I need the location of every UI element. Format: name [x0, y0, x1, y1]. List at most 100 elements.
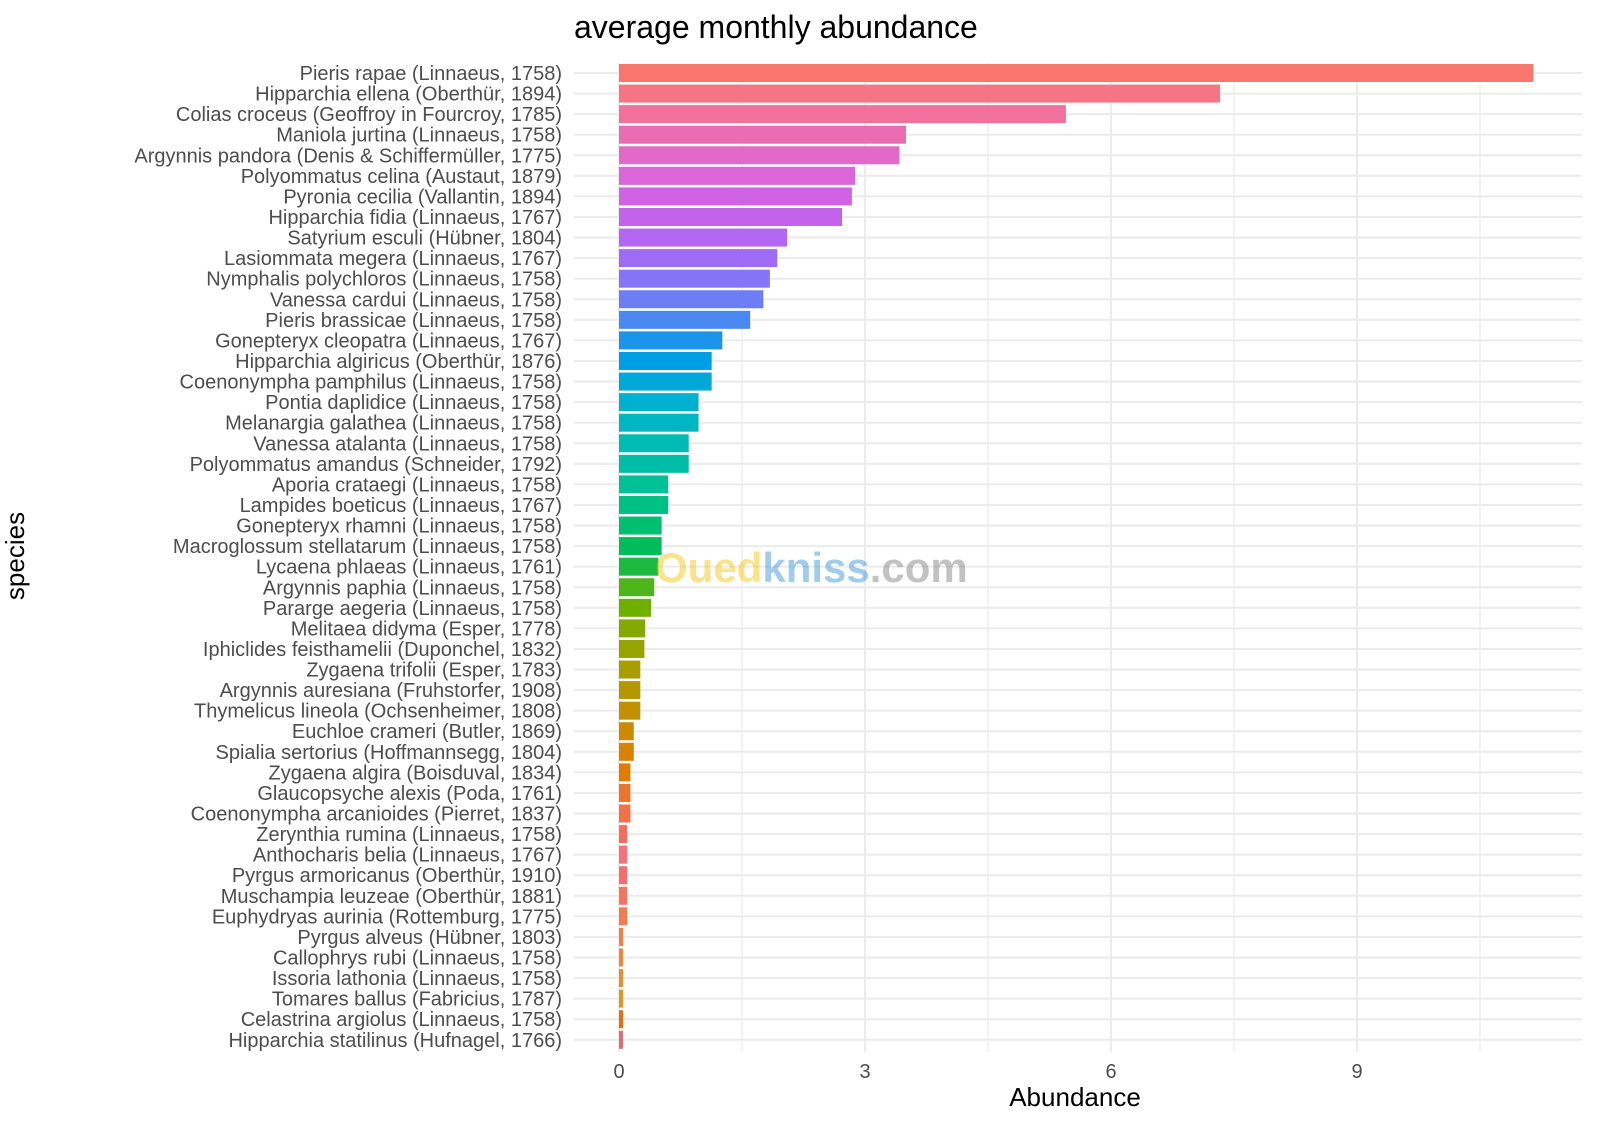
bar [619, 1010, 624, 1029]
x-tick-label: 9 [1351, 1061, 1362, 1083]
category-label: Celastrina argiolus (Linnaeus, 1758) [241, 1009, 562, 1031]
category-label: Coenonympha arcanioides (Pierret, 1837) [191, 804, 562, 826]
bar [619, 125, 906, 144]
category-label: Euphydryas aurinia (Rottemburg, 1775) [212, 906, 562, 928]
bar [619, 619, 646, 638]
category-label: Lycaena phlaeas (Linnaeus, 1761) [256, 557, 562, 579]
category-label: Hipparchia ellena (Oberthür, 1894) [255, 84, 562, 106]
category-label: Macroglossum stellatarum (Linnaeus, 1758… [173, 536, 562, 558]
bar [619, 886, 628, 905]
bar [619, 146, 900, 165]
bar [619, 578, 655, 597]
category-label: Zerynthia rumina (Linnaeus, 1758) [256, 824, 562, 846]
bar [619, 372, 712, 391]
category-label: Zygaena algira (Boisduval, 1834) [268, 762, 562, 784]
category-label: Pontia daplidice (Linnaeus, 1758) [265, 392, 562, 414]
watermark-part-3: .com [870, 544, 968, 591]
bar [619, 516, 662, 535]
category-label: Melanargia galathea (Linnaeus, 1758) [225, 413, 562, 435]
x-tick-label: 0 [613, 1061, 624, 1083]
bar [619, 681, 641, 700]
category-label: Satyrium esculi (Hübner, 1804) [287, 228, 562, 250]
bar [619, 969, 624, 988]
bar [619, 1030, 624, 1049]
category-label: Glaucopsyche alexis (Poda, 1761) [257, 783, 562, 805]
bar [619, 310, 751, 329]
bar [619, 537, 662, 556]
category-label: Melitaea didyma (Esper, 1778) [291, 618, 562, 640]
bar [619, 948, 624, 967]
watermark-part-2: kniss [762, 544, 869, 591]
bar [619, 495, 669, 514]
bar [619, 187, 852, 206]
category-label: Pieris brassicae (Linnaeus, 1758) [265, 310, 562, 332]
watermark: Ouedkniss.com [655, 544, 968, 591]
bar [619, 722, 634, 741]
chart-title: average monthly abundance [574, 9, 978, 45]
category-label: Vanessa cardui (Linnaeus, 1758) [270, 289, 562, 311]
category-label: Pyrgus alveus (Hübner, 1803) [297, 927, 562, 949]
bar [619, 207, 843, 226]
bar [619, 413, 699, 432]
category-label: Zygaena trifolii (Esper, 1783) [306, 660, 562, 682]
category-label: Euchloe crameri (Butler, 1869) [292, 721, 562, 743]
category-label: Gonepteryx rhamni (Linnaeus, 1758) [236, 516, 562, 538]
category-label: Pieris rapae (Linnaeus, 1758) [300, 63, 562, 85]
bar [619, 701, 641, 720]
bar [619, 783, 631, 802]
bar [619, 393, 699, 412]
bar [619, 228, 788, 247]
category-label: Coenonympha pamphilus (Linnaeus, 1758) [180, 372, 562, 394]
bar [619, 989, 624, 1008]
bar [619, 907, 628, 926]
bar [619, 351, 712, 370]
category-label: Lampides boeticus (Linnaeus, 1767) [240, 495, 562, 517]
watermark-part-1: Oued [655, 544, 762, 591]
category-label: Spialia sertorius (Hoffmannsegg, 1804) [216, 742, 562, 764]
bar [619, 804, 631, 823]
bar [619, 475, 669, 494]
category-label: Hipparchia algiricus (Oberthür, 1876) [235, 351, 562, 373]
bar [619, 64, 1534, 82]
category-label: Colias croceus (Geoffroy in Fourcroy, 17… [176, 104, 562, 126]
category-label: Pararge aegeria (Linnaeus, 1758) [263, 598, 562, 620]
category-label: Anthocharis belia (Linnaeus, 1767) [253, 845, 562, 867]
y-axis-title: species [0, 512, 30, 600]
bar [619, 166, 856, 185]
category-label: Argynnis paphia (Linnaeus, 1758) [263, 577, 562, 599]
bar [619, 105, 1066, 124]
bar [619, 742, 634, 761]
category-label: Vanessa atalanta (Linnaeus, 1758) [253, 433, 562, 455]
category-label: Hipparchia fidia (Linnaeus, 1767) [268, 207, 562, 229]
category-label: Thymelicus lineola (Ochsenheimer, 1808) [194, 701, 562, 723]
category-label: Lasiommata megera (Linnaeus, 1767) [224, 248, 562, 270]
bar [619, 763, 631, 782]
bar [619, 927, 624, 946]
x-tick-labels: 0 3 6 9 [613, 1061, 1362, 1083]
bar [619, 845, 628, 864]
category-label: Aporia crataegi (Linnaeus, 1758) [272, 474, 562, 496]
x-axis-title: Abundance [1009, 1082, 1141, 1112]
bar [619, 454, 689, 473]
category-label: Argynnis auresiana (Fruhstorfer, 1908) [220, 680, 562, 702]
x-tick-label: 6 [1105, 1061, 1116, 1083]
category-label: Nymphalis polychloros (Linnaeus, 1758) [206, 269, 562, 291]
category-labels: Pieris rapae (Linnaeus, 1758)Hipparchia … [134, 63, 562, 1052]
category-label: Tomares ballus (Fabricius, 1787) [272, 989, 562, 1011]
bar [619, 598, 651, 617]
bar [619, 866, 628, 885]
category-label: Muschampia leuzeae (Oberthür, 1881) [221, 886, 562, 908]
category-label: Gonepteryx cleopatra (Linnaeus, 1767) [215, 330, 562, 352]
x-tick-label: 3 [859, 1061, 870, 1083]
bar [619, 331, 723, 350]
category-label: Polyommatus amandus (Schneider, 1792) [190, 454, 562, 476]
bar [619, 84, 1221, 103]
category-label: Issoria lathonia (Linnaeus, 1758) [272, 968, 562, 990]
category-label: Polyommatus celina (Austaut, 1879) [241, 166, 562, 188]
bar [619, 290, 764, 309]
bar [619, 825, 628, 844]
category-label: Iphiclides feisthamelii (Duponchel, 1832… [203, 639, 562, 661]
bar [619, 269, 770, 288]
category-label: Pyronia cecilia (Vallantin, 1894) [283, 186, 562, 208]
